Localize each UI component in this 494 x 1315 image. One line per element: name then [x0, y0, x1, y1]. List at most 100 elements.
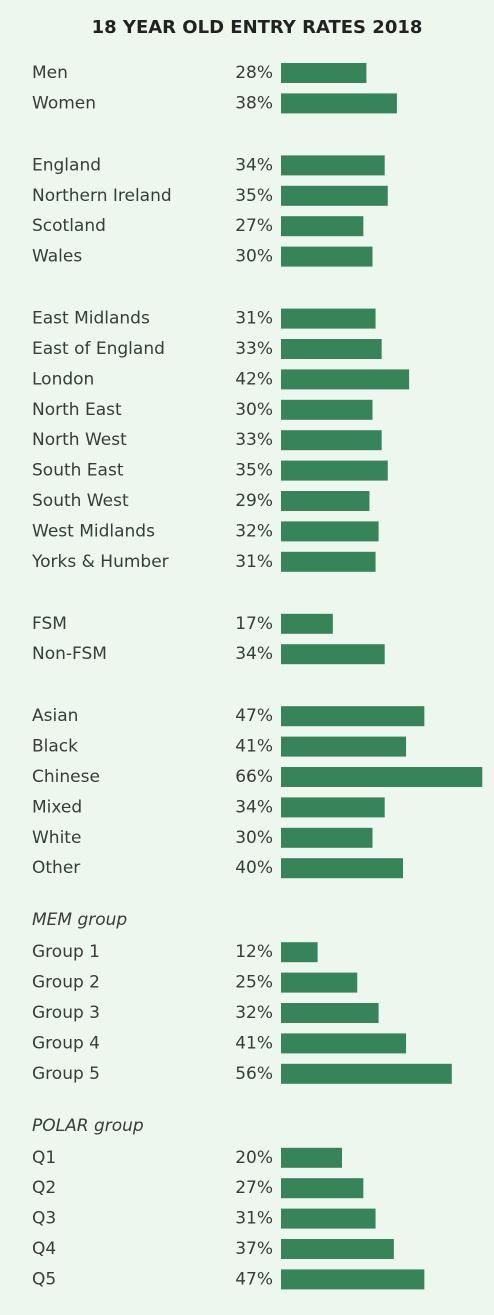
value-label: 17% — [235, 614, 273, 634]
bar — [281, 1003, 379, 1023]
value-label: 47% — [235, 1269, 273, 1289]
category-label: Wales — [32, 247, 82, 267]
bar — [281, 972, 358, 993]
category-label: Group 5 — [32, 1064, 100, 1084]
value-label: 27% — [235, 216, 273, 236]
group-heading: MEM group — [32, 910, 127, 930]
category-label: Scotland — [32, 216, 106, 236]
value-label: 12% — [235, 942, 273, 962]
value-label: 56% — [235, 1064, 273, 1084]
category-label: England — [32, 155, 101, 175]
category-label: White — [32, 828, 81, 848]
value-label: 31% — [235, 1209, 273, 1229]
value-label: 27% — [235, 1178, 273, 1198]
bar — [281, 551, 376, 572]
category-label: North West — [32, 430, 127, 450]
value-label: 31% — [235, 552, 273, 572]
value-label: 41% — [235, 737, 273, 757]
value-label: 42% — [235, 369, 273, 389]
value-label: 35% — [235, 186, 273, 206]
value-label: 31% — [235, 309, 273, 329]
value-label: 29% — [235, 491, 273, 511]
value-label: 30% — [235, 247, 273, 267]
category-label: Non-FSM — [32, 644, 107, 664]
category-label: Group 3 — [32, 1003, 100, 1023]
value-label: 32% — [235, 521, 273, 541]
bar — [281, 767, 483, 787]
bar — [281, 1033, 407, 1054]
bar — [281, 1239, 394, 1259]
category-label: Asian — [32, 706, 78, 726]
value-label: 28% — [235, 63, 273, 83]
bar — [281, 827, 373, 848]
bar — [281, 460, 388, 481]
bar — [281, 369, 410, 390]
bar — [281, 216, 364, 237]
value-label: 38% — [235, 93, 273, 113]
bar — [281, 491, 370, 511]
category-label: Group 4 — [32, 1033, 100, 1053]
value-label: 40% — [235, 858, 273, 878]
category-label: Q5 — [32, 1269, 56, 1289]
bar — [281, 521, 379, 542]
value-label: 20% — [235, 1148, 273, 1168]
bar — [281, 1269, 425, 1290]
bar — [281, 399, 373, 420]
bar — [281, 942, 318, 963]
category-label: Other — [32, 858, 80, 878]
category-label: Q2 — [32, 1178, 56, 1198]
category-label: London — [32, 369, 94, 389]
value-label: 30% — [235, 400, 273, 420]
category-label: South East — [32, 461, 124, 481]
bar — [281, 1063, 452, 1084]
chart-title: 18 YEAR OLD ENTRY RATES 2018 — [92, 17, 423, 38]
category-label: Northern Ireland — [32, 186, 172, 206]
category-label: East of England — [32, 339, 165, 359]
category-label: Chinese — [32, 767, 100, 787]
bar — [281, 858, 403, 879]
bar — [281, 1178, 364, 1199]
value-label: 33% — [235, 339, 273, 359]
category-label: Mixed — [32, 797, 82, 817]
bar — [281, 1208, 376, 1229]
value-label: 33% — [235, 430, 273, 450]
bar — [281, 1147, 342, 1168]
category-label: North East — [32, 400, 122, 420]
bar — [281, 93, 397, 114]
category-label: FSM — [32, 614, 67, 634]
value-label: 47% — [235, 706, 273, 726]
bar — [281, 155, 385, 176]
bar — [281, 797, 385, 818]
value-label: 41% — [235, 1033, 273, 1053]
category-label: East Midlands — [32, 309, 150, 329]
category-label: Q1 — [32, 1148, 56, 1168]
category-label: Q3 — [32, 1209, 56, 1229]
bar — [281, 339, 382, 359]
value-label: 34% — [235, 155, 273, 175]
category-label: Q4 — [32, 1239, 56, 1259]
value-label: 37% — [235, 1239, 273, 1259]
bar — [281, 736, 407, 757]
value-label: 32% — [235, 1003, 273, 1023]
category-label: Group 1 — [32, 942, 100, 962]
category-label: Group 2 — [32, 973, 100, 993]
category-label: South West — [32, 491, 129, 511]
bar — [281, 430, 382, 451]
bar — [281, 308, 376, 329]
value-label: 66% — [235, 767, 273, 787]
category-label: Black — [32, 737, 78, 757]
value-label: 34% — [235, 797, 273, 817]
category-label: West Midlands — [32, 521, 155, 541]
value-label: 35% — [235, 461, 273, 481]
value-label: 30% — [235, 828, 273, 848]
category-label: Women — [32, 93, 96, 113]
group-heading: POLAR group — [32, 1116, 144, 1136]
value-label: 25% — [235, 973, 273, 993]
bar — [281, 706, 425, 727]
bar — [281, 613, 333, 634]
category-label: Men — [32, 63, 68, 83]
bar — [281, 185, 388, 206]
bar — [281, 246, 373, 267]
